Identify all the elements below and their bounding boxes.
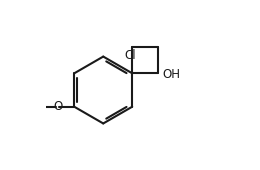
Text: O: O xyxy=(53,100,62,113)
Text: OH: OH xyxy=(162,69,180,81)
Text: Cl: Cl xyxy=(125,49,136,62)
